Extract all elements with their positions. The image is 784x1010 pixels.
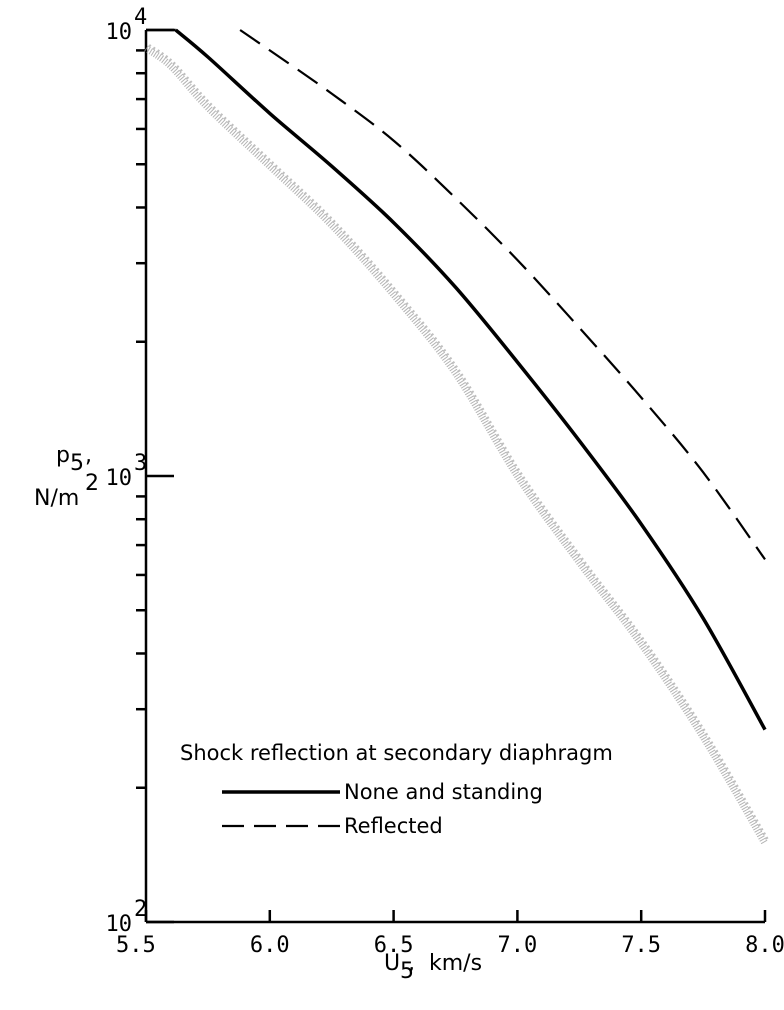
x-axis-unit: , km/s [408, 951, 482, 976]
y-tick-exponent: 3 [134, 451, 147, 476]
series-none-and-standing [174, 28, 767, 731]
y-axis-title: p 5 , N/m 2 [34, 443, 99, 511]
data-band [143, 44, 770, 846]
series-reflected [239, 29, 766, 561]
x-tick-label: 6.0 [250, 933, 290, 958]
y-axis-comma: , [85, 443, 92, 468]
y-tick-exponent: 4 [134, 5, 147, 30]
x-tick-label: 5.5 [116, 933, 156, 958]
y-axis-subscript: 5 [70, 451, 84, 476]
y-tick-exponent: 2 [134, 897, 147, 922]
x-axis-title: U 5 , km/s [384, 951, 482, 984]
x-tick-label: 6.5 [374, 933, 414, 958]
y-axis-symbol: p [56, 443, 70, 468]
series-data-band [143, 45, 769, 846]
x-tick-label: 8.0 [745, 933, 784, 958]
legend-label-solid: None and standing [344, 780, 543, 804]
legend-title: Shock reflection at secondary diaphragm [180, 741, 613, 765]
series [174, 28, 767, 731]
ticks [136, 28, 767, 924]
y-tick-label: 10 [106, 466, 133, 491]
x-tick-label: 7.5 [621, 933, 661, 958]
x-axis-subscript: 5 [400, 959, 414, 984]
x-tick-label: 7.0 [498, 933, 538, 958]
y-tick-label: 10 [106, 20, 133, 45]
legend: Shock reflection at secondary diaphragm … [180, 741, 613, 838]
y-axis-unit: N/m [34, 486, 79, 511]
legend-label-dashed: Reflected [344, 814, 443, 838]
y-tick-label: 10 [106, 912, 133, 937]
y-axis-superscript: 2 [85, 471, 99, 496]
x-axis-symbol: U [384, 951, 400, 976]
series-data-band-edge [148, 44, 770, 842]
